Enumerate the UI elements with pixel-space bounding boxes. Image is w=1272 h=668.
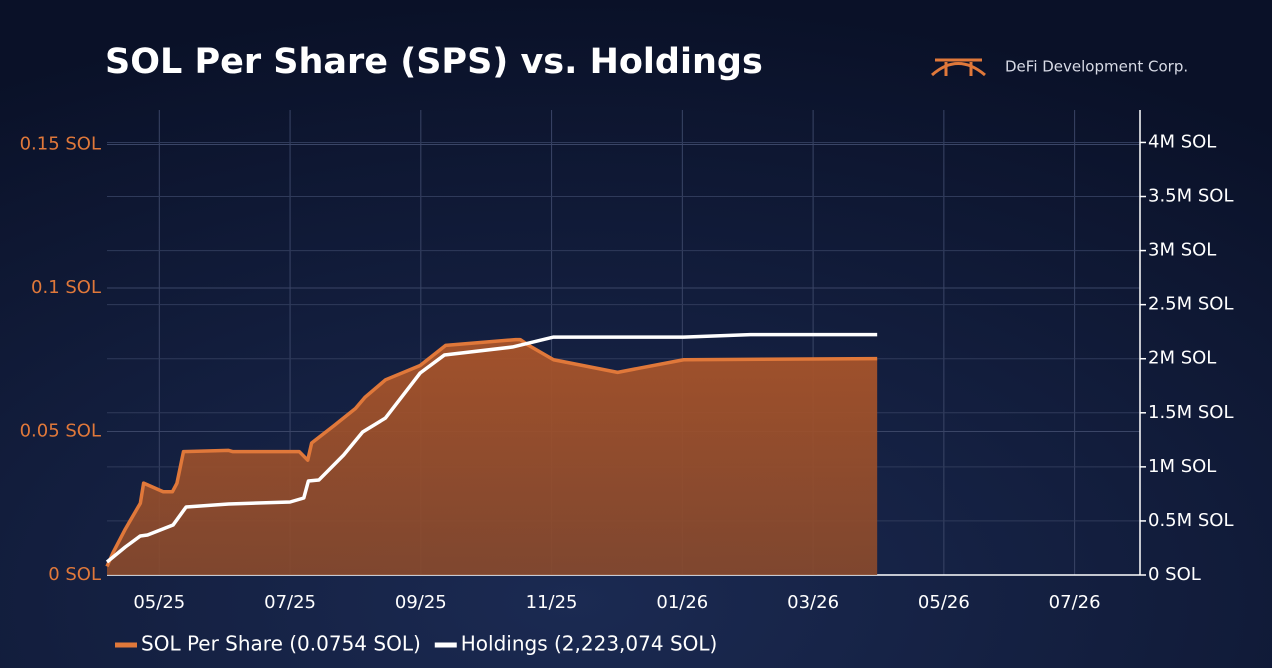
y2-tick-label: 4M SOL <box>1148 131 1216 152</box>
y2-tick-label: 2.5M SOL <box>1148 294 1234 315</box>
x-tick-label: 07/25 <box>264 592 316 613</box>
y-tick-label: 0.15 SOL <box>20 133 101 154</box>
y2-tick-label: 0 SOL <box>1148 564 1201 585</box>
x-tick-label: 09/25 <box>395 592 447 613</box>
y-tick-label: 0 SOL <box>48 564 101 585</box>
x-tick-label: 01/26 <box>656 592 708 613</box>
y2-tick-label: 3.5M SOL <box>1148 186 1234 207</box>
x-tick-label: 05/25 <box>133 592 185 613</box>
y2-tick-label: 1.5M SOL <box>1148 402 1234 423</box>
brand-name: DeFi Development Corp. <box>1005 58 1188 76</box>
legend-label: Holdings (2,223,074 SOL) <box>461 632 718 656</box>
area <box>107 339 878 575</box>
line <box>105 332 878 564</box>
y2-tick-label: 2M SOL <box>1148 348 1216 369</box>
x-tick-label: 03/26 <box>787 592 839 613</box>
y-tick-label: 0.1 SOL <box>31 277 101 298</box>
brand-logo <box>931 58 986 77</box>
chart-title: SOL Per Share (SPS) vs. Holdings <box>105 42 763 82</box>
x-tick-label: 05/26 <box>918 592 970 613</box>
y2-tick-label: 0.5M SOL <box>1148 510 1234 531</box>
y2-tick-label: 1M SOL <box>1148 456 1216 477</box>
x-tick-label: 07/26 <box>1049 592 1101 613</box>
legend-label: SOL Per Share (0.0754 SOL) <box>141 632 421 656</box>
y-tick-label: 0.05 SOL <box>20 420 101 441</box>
y2-tick-label: 3M SOL <box>1148 240 1216 261</box>
x-tick-label: 11/25 <box>526 592 578 613</box>
